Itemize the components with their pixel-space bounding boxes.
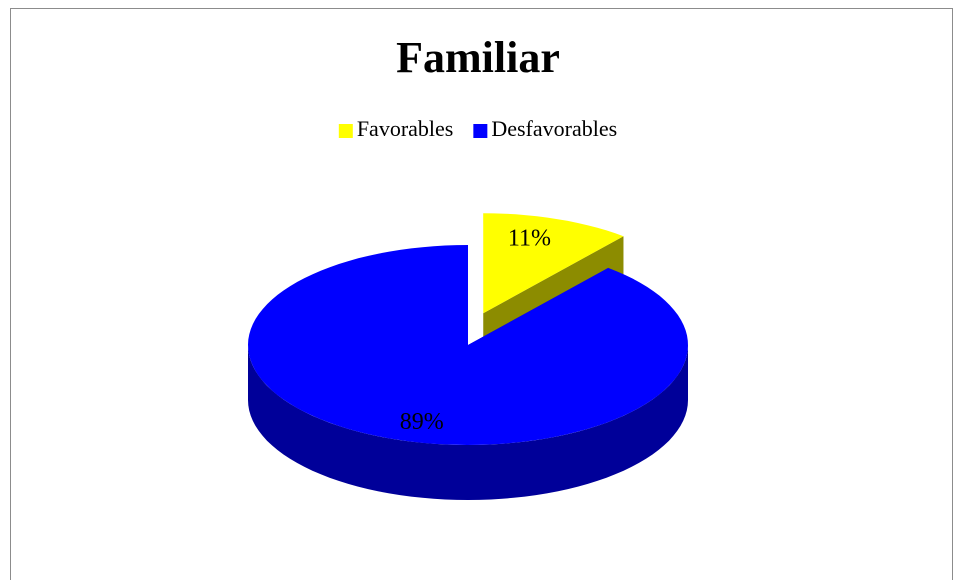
slice [483,213,624,314]
plot-area: 11% 89% [248,213,688,500]
legend-label: Desfavorables [491,116,617,141]
legend-label: Favorables [357,116,454,141]
legend-swatch [473,124,488,138]
legend-swatch [338,124,353,138]
data-label: 11% [508,225,551,251]
slice [248,245,688,445]
data-label: 89% [400,409,444,435]
legend: Favorables Desfavorables [338,116,617,141]
chart-title: Familiar [396,33,560,82]
slice-side [248,345,688,500]
